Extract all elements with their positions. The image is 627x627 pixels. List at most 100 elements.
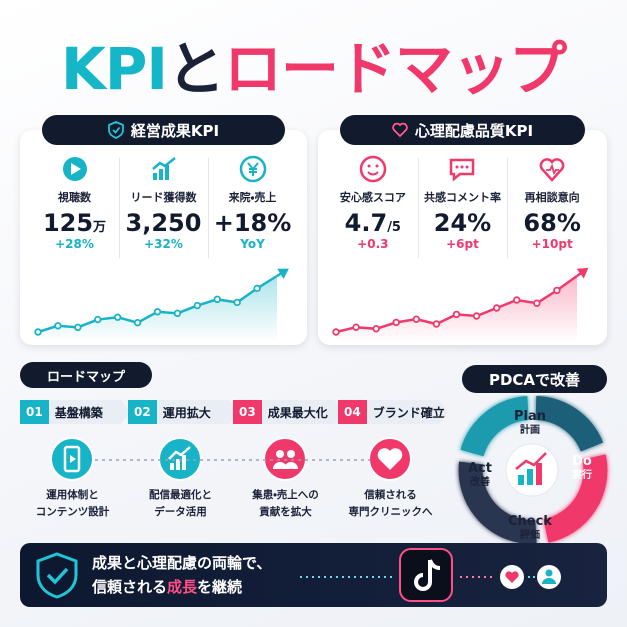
kpi-panel: 視聴数 125万 +28% リード獲得数 3,250 +32% 来院・売上 +18% YoY [20,130,307,345]
metric: 来院・売上 +18% YoY [208,155,297,251]
roadmap-title-text: ロードマップ [46,369,125,385]
metric-label: 再相談意向 [524,191,580,204]
step-tab: 04 ブランド確立 [338,400,448,424]
metric-number: 4.7 [344,209,388,237]
step-description: 運用体制と コンテンツ設計 [15,487,130,521]
arc-check [458,461,537,545]
pdca-title-text: PDCAで改善 [488,370,581,389]
metric-value: 68% [507,209,597,237]
metric: 視聴数 125万 +28% [30,155,119,251]
trend-arrow-shaft [576,269,586,278]
trend-point [492,304,501,312]
metric: 再相談意向 68% +10pt [507,155,597,251]
metric-icon [62,157,87,181]
step-description: 信頼される 専門クリニックへ [333,487,448,521]
trend-point [213,295,221,304]
tiktok-note [414,560,432,591]
metric-label: 安心感スコア [339,191,406,204]
banner-icons [300,548,561,602]
person-circle [537,565,561,589]
trend-point [94,315,102,324]
trend-point [54,322,62,330]
trend-point [173,309,182,318]
metric: 共感コメント率 24% +6pt [418,155,508,251]
panel-title-icon [392,122,408,138]
trend-point [513,296,521,304]
step-icon [263,437,307,481]
banner-line2-after: を継続 [197,578,243,596]
metric-divider [507,158,509,258]
step-number: 02 [128,400,157,424]
step-description-line: 信頼される [364,489,417,501]
trend-point [372,325,380,333]
title-kpi: KPI [60,35,168,103]
pdca-stage: Do 実行 [557,455,607,483]
trend-area [336,276,577,342]
pdca-stage-label: 評価 [520,530,540,541]
step-description-line: 集患・売上への [252,489,319,501]
banner: 成果と心理配慮の両輪で、 信頼される成長を継続 [20,543,607,607]
trend-area [38,276,277,342]
step-icon [50,437,94,481]
arc-plan [535,396,604,452]
trend-point [553,286,561,295]
step-description-line: コンテンツ設計 [35,506,110,518]
step-description-line: 配信最適化と [149,489,212,501]
title: KPIとロードマップ [0,22,627,106]
arc-act [460,396,530,457]
pdca-ring [458,396,608,545]
step-description-line: データ活用 [154,506,207,518]
pdca-title: PDCAで改善 [462,365,607,393]
metric-icon [151,157,176,180]
step-icon [368,437,412,481]
step-title: ブランド確立 [372,405,445,420]
metric: 安心感スコア 4.7/5 +0.3 [328,155,418,251]
title-to: と [167,35,225,103]
step-description-line: 貢献を拡大 [259,506,312,518]
metric-icon [539,158,565,182]
panel-title-icon [107,121,124,139]
step-title: 運用拡大 [162,405,211,420]
pdca-stage-name: Do [572,454,592,469]
kpi-panel-title: 心理配慮品質KPI [340,115,585,145]
step-tab: 01 基盤構築 [20,400,130,424]
pdca-stage-name: Plan [513,409,546,424]
step-description: 配信最適化と データ活用 [123,487,238,521]
pdca-stage-label: 実行 [572,470,592,481]
metric-value: 3,250 [119,209,208,237]
metric-number: 24% [433,209,492,237]
kpi-panel: 安心感スコア 4.7/5 +0.3 共感コメント率 24% +6pt 再相談意向 68% +10… [318,130,607,345]
roadmap-title: ロードマップ [20,362,152,388]
trend-point [432,320,441,328]
trend-point [193,301,202,310]
trend-point [392,318,400,327]
banner-highlight: 成長 [167,578,198,596]
metric: リード獲得数 3,250 +32% [119,155,208,251]
metric-unit: /5 [387,220,401,235]
step-tab: 03 成果最大化 [233,400,343,424]
metric-icon [450,158,475,182]
metric-number: 68% [523,209,581,237]
pdca-stage-label: 計画 [520,425,540,436]
metric-change: +0.3 [357,237,389,251]
metric-change: +32% [144,237,183,251]
metric-icon [359,155,387,183]
panel-title-text: 心理配慮品質KPI [414,121,534,140]
trend-point [153,308,162,316]
pdca-stage: Plan 計画 [505,410,555,438]
trend-point [332,328,340,336]
pdca-stage-name: Check [508,514,552,529]
title-roadmap: ロードマップ [224,35,567,103]
kpi-panel-title: 経営成果KPI [42,115,285,145]
pdca-stage: Check 評価 [505,515,555,543]
step-title: 基盤構築 [54,405,103,420]
metric-label: 視聴数 [58,191,91,204]
metric-divider [208,158,209,258]
pdca-stage-name: Act [468,461,492,476]
step-icon [158,437,202,481]
trend-point [533,299,541,307]
metric-label: 共感コメント率 [423,191,501,204]
trend-point [113,313,122,321]
trend-point [253,284,261,293]
